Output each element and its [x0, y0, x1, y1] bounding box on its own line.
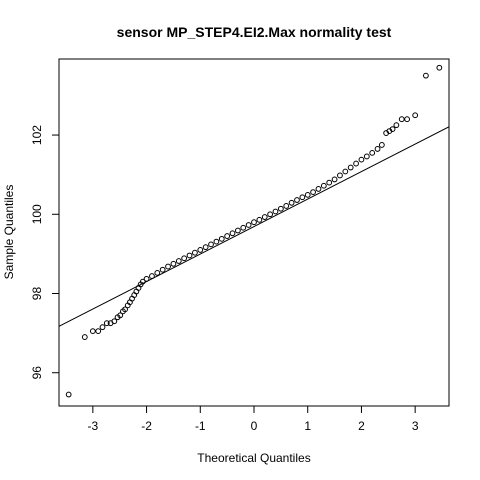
- data-point: [363, 153, 370, 160]
- data-point: [320, 182, 327, 189]
- x-tick-label: 1: [304, 419, 311, 433]
- data-point: [234, 227, 241, 234]
- data-point: [229, 230, 236, 237]
- data-point: [192, 249, 198, 256]
- x-tick-label: 0: [251, 419, 258, 433]
- data-point: [159, 266, 166, 273]
- x-tick-label: -1: [195, 419, 206, 433]
- data-point: [310, 189, 316, 195]
- y-tick-label: 98: [30, 287, 44, 301]
- data-point: [111, 318, 118, 325]
- chart-title: sensor MP_STEP4.EI2.Max normality test: [117, 24, 392, 40]
- y-tick-label: 100: [30, 204, 44, 224]
- x-tick-label: -3: [88, 419, 99, 433]
- data-point: [81, 334, 88, 340]
- data-point: [154, 270, 161, 276]
- data-point: [398, 116, 405, 123]
- data-point: [218, 235, 225, 242]
- data-point: [337, 172, 343, 179]
- x-axis: -3 -2 -1 0 1 2 3: [88, 405, 419, 433]
- data-point: [389, 126, 396, 133]
- data-point: [95, 328, 102, 335]
- data-point: [240, 224, 247, 231]
- data-points: [65, 64, 443, 398]
- data-point: [283, 203, 290, 209]
- data-point: [122, 306, 128, 313]
- x-tick-label: 3: [412, 419, 419, 433]
- data-point: [299, 194, 306, 201]
- data-point: [245, 222, 252, 228]
- data-point: [347, 164, 354, 171]
- data-point: [208, 241, 214, 248]
- data-point: [304, 191, 311, 198]
- data-point: [149, 273, 155, 279]
- y-axis: 96 98 100 102: [30, 125, 60, 380]
- data-point: [342, 168, 349, 175]
- data-point: [288, 199, 295, 206]
- data-point: [294, 197, 300, 203]
- data-point: [224, 233, 231, 239]
- data-point: [117, 312, 124, 319]
- data-point: [277, 205, 284, 212]
- qq-reference-line: [58, 126, 450, 327]
- data-point: [165, 263, 171, 270]
- reference-line-group: [58, 126, 450, 327]
- data-point: [423, 72, 429, 79]
- data-point: [181, 255, 188, 262]
- data-point: [412, 112, 419, 119]
- x-tick-label: 2: [358, 419, 365, 433]
- data-point: [393, 122, 400, 129]
- data-point: [89, 328, 96, 335]
- data-point: [143, 275, 150, 282]
- data-point: [202, 244, 209, 251]
- data-point: [331, 176, 338, 183]
- data-point: [186, 252, 193, 259]
- data-point: [326, 179, 333, 186]
- x-tick-label: -2: [141, 419, 152, 433]
- data-point: [267, 211, 274, 218]
- data-point: [369, 149, 376, 156]
- data-point: [170, 260, 177, 267]
- data-point: [251, 219, 257, 226]
- data-point: [256, 216, 263, 223]
- data-point: [103, 320, 110, 327]
- data-point: [315, 186, 322, 192]
- x-axis-label: Theoretical Quantiles: [197, 451, 310, 465]
- data-point: [197, 247, 204, 253]
- data-point: [378, 142, 385, 148]
- data-point: [213, 238, 220, 245]
- data-point: [404, 116, 410, 123]
- y-axis-label: Sample Quantiles: [2, 185, 16, 280]
- data-point: [175, 258, 182, 264]
- data-point: [65, 391, 72, 398]
- data-point: [261, 214, 268, 220]
- y-tick-label: 102: [30, 125, 44, 145]
- data-point: [139, 278, 146, 285]
- data-point: [272, 208, 279, 215]
- data-point: [358, 156, 365, 163]
- y-tick-label: 96: [30, 366, 44, 380]
- data-point: [99, 324, 106, 331]
- data-point: [436, 64, 443, 71]
- data-point: [374, 146, 381, 152]
- data-point: [353, 160, 359, 167]
